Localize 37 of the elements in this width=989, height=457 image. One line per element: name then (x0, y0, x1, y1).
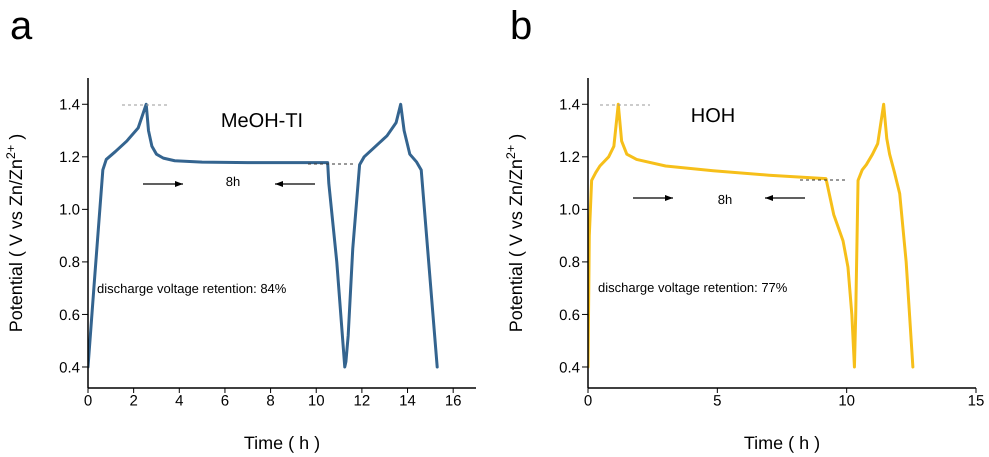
x-tick-label: 8 (266, 392, 275, 410)
x-tick-label: 15 (968, 392, 984, 410)
x-tick-label: 14 (399, 392, 416, 410)
x-axis-title: Time ( h ) (244, 433, 320, 453)
line-series (588, 102, 914, 368)
annotation: discharge voltage retention: 84% (97, 281, 287, 296)
x-tick-label: 6 (220, 392, 230, 410)
y-tick-label: 1.0 (559, 202, 580, 219)
x-tick-label: 10 (838, 392, 856, 410)
y-tick-label: 0.6 (59, 306, 80, 324)
x-tick-label: 12 (354, 392, 370, 410)
chart-title: a (10, 3, 32, 50)
annotation: 8h (226, 174, 240, 189)
annotation: 8h (718, 192, 732, 207)
x-tick-label: 4 (175, 392, 184, 410)
annotation: discharge voltage retention: 77% (598, 280, 788, 295)
y-tick-label: 1.2 (559, 149, 580, 166)
line-series (88, 102, 439, 368)
y-tick-label: 1.2 (59, 149, 80, 166)
x-tick-label: 0 (84, 392, 92, 410)
x-tick-label: 16 (444, 392, 462, 410)
y-tick-label: 0.8 (559, 254, 580, 272)
y-tick-label: 1.4 (559, 96, 580, 114)
x-tick-label: 5 (713, 392, 722, 410)
y-tick-label: 1.0 (59, 202, 80, 219)
y-tick-label: 1.4 (59, 96, 80, 114)
x-tick-label: 0 (584, 392, 592, 410)
annotation: MeOH-TI (220, 110, 304, 132)
y-tick-label: 0.4 (59, 359, 80, 376)
x-tick-label: 10 (308, 392, 325, 410)
x-tick-label: 2 (129, 392, 138, 410)
y-tick-label: 0.6 (559, 306, 580, 324)
chart-title: b (510, 3, 532, 50)
annotation: HOH (690, 105, 736, 127)
y-tick-label: 0.4 (559, 359, 580, 376)
x-axis-title: Time ( h ) (744, 433, 820, 453)
y-tick-label: 0.8 (59, 254, 80, 272)
